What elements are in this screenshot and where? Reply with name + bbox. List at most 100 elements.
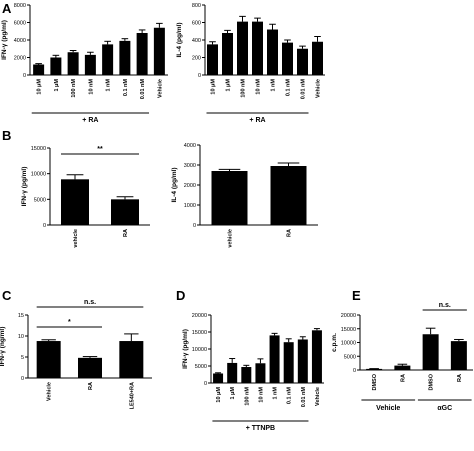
- category-label: 10 μM: [211, 79, 217, 95]
- y-axis-label: IFN-γ (pg/ml): [21, 167, 28, 207]
- bar: [237, 21, 248, 75]
- category-label: 0.01 nM: [301, 79, 307, 100]
- bar: [153, 27, 165, 75]
- group-label: + RA: [249, 117, 265, 124]
- y-tick-label: 2000: [14, 56, 26, 62]
- y-tick-label: 8000: [14, 3, 26, 9]
- significance-label: n.s.: [84, 299, 96, 306]
- significance-label: **: [97, 146, 103, 153]
- y-tick-label: 0: [198, 73, 201, 79]
- group-label: αGC: [437, 405, 452, 412]
- y-tick-label: 10000: [192, 347, 207, 353]
- bar: [33, 64, 45, 75]
- y-tick-label: 20000: [341, 313, 356, 319]
- category-label: 1 μM: [230, 387, 236, 400]
- category-label: 100 nM: [241, 79, 247, 98]
- bar: [394, 365, 411, 370]
- bar: [136, 33, 148, 75]
- bar: [119, 341, 144, 378]
- bar: [50, 57, 62, 75]
- y-tick-label: 5000: [344, 354, 356, 360]
- category-label: 1 μM: [226, 79, 232, 92]
- bar: [67, 52, 79, 75]
- y-tick-label: 15000: [341, 327, 356, 333]
- bar: [311, 330, 322, 383]
- category-label: LE540+RA: [129, 382, 135, 409]
- category-label: 1 nM: [271, 79, 277, 92]
- y-tick-label: 15000: [192, 330, 207, 336]
- group-label: Vehicle: [376, 405, 400, 412]
- category-label: DMSO: [429, 373, 435, 390]
- category-label: 1 nM: [273, 387, 279, 400]
- category-label: RA: [123, 229, 129, 237]
- y-tick-label: 0: [21, 376, 24, 382]
- bar: [269, 335, 280, 383]
- y-tick-label: 4000: [184, 143, 196, 149]
- panel-label-b: B: [2, 128, 11, 143]
- bar: [119, 40, 131, 75]
- category-label: Vehicle: [315, 387, 321, 406]
- category-label: 1 μM: [54, 79, 60, 92]
- category-label: 1 nM: [106, 79, 112, 92]
- y-tick-label: 5000: [34, 197, 46, 203]
- y-axis-label: c.p.m.: [331, 333, 338, 352]
- bar: [252, 21, 263, 75]
- category-label: RA: [88, 382, 94, 390]
- y-tick-label: 5000: [195, 364, 207, 370]
- y-tick-label: 1000: [184, 203, 196, 209]
- category-label: Vehicle: [316, 79, 322, 98]
- bar: [78, 357, 102, 378]
- bar: [297, 48, 308, 75]
- panel-label-c: C: [2, 288, 12, 303]
- y-tick-label: 0: [193, 223, 196, 229]
- y-axis-label: IL-4 (pg/ml): [171, 167, 178, 202]
- chart-c-ifn-gamma: 0 5 10 15 IFN-γ (ng/ml) Vehicle RA LE540+RA * n.s…: [0, 299, 152, 409]
- y-tick-label: 15000: [31, 146, 46, 152]
- y-tick-label: 800: [192, 3, 201, 9]
- chart-a-il4: 0 200 400 600 800 IL-4 (pg/ml) 10 μM 1 μM 100 nM…: [176, 3, 325, 124]
- y-tick-label: 0: [204, 381, 207, 387]
- bar: [267, 29, 278, 75]
- significance-label: *: [68, 319, 71, 326]
- bar: [111, 199, 139, 225]
- panel-label-d: D: [176, 288, 185, 303]
- category-label: 100 nM: [71, 79, 77, 98]
- bar: [283, 342, 294, 383]
- y-tick-label: 10000: [341, 341, 356, 347]
- y-axis-label: IFN-γ (ng/ml): [0, 327, 6, 367]
- y-tick-label: 4000: [14, 38, 26, 44]
- y-tick-label: 5: [21, 355, 24, 361]
- bar: [36, 341, 61, 378]
- bar: [213, 373, 224, 383]
- y-tick-label: 0: [23, 73, 26, 79]
- category-label: vehicle: [73, 229, 79, 248]
- category-label: vehicle: [228, 229, 234, 248]
- bar: [312, 41, 323, 75]
- y-tick-label: 0: [353, 368, 356, 374]
- bar: [450, 341, 467, 370]
- chart-b-il4: 0 1000 2000 3000 4000 IL-4 (pg/ml) vehicle RA: [171, 143, 318, 248]
- category-label: RA: [287, 229, 293, 237]
- y-tick-label: 2000: [184, 183, 196, 189]
- bar: [282, 42, 293, 75]
- bar: [61, 179, 89, 225]
- bar: [270, 166, 307, 225]
- y-tick-label: 200: [192, 56, 201, 62]
- category-label: RA: [457, 374, 463, 382]
- bar: [84, 54, 96, 75]
- category-label: 10 μM: [37, 79, 43, 95]
- bar: [366, 368, 383, 370]
- category-label: 10 μM: [216, 387, 222, 403]
- category-label: 0.1 nM: [123, 79, 129, 97]
- y-tick-label: 0: [43, 223, 46, 229]
- y-axis-label: IFN-γ (pg/ml): [182, 329, 189, 369]
- bar: [255, 363, 266, 383]
- panel-label-a: A: [2, 1, 12, 16]
- bar: [207, 44, 218, 75]
- panel-label-e: E: [352, 288, 361, 303]
- category-label: 0.01 nM: [140, 79, 146, 100]
- category-label: 0.1 nM: [286, 79, 292, 97]
- y-tick-label: 600: [192, 21, 201, 27]
- category-label: 10 nM: [258, 387, 264, 403]
